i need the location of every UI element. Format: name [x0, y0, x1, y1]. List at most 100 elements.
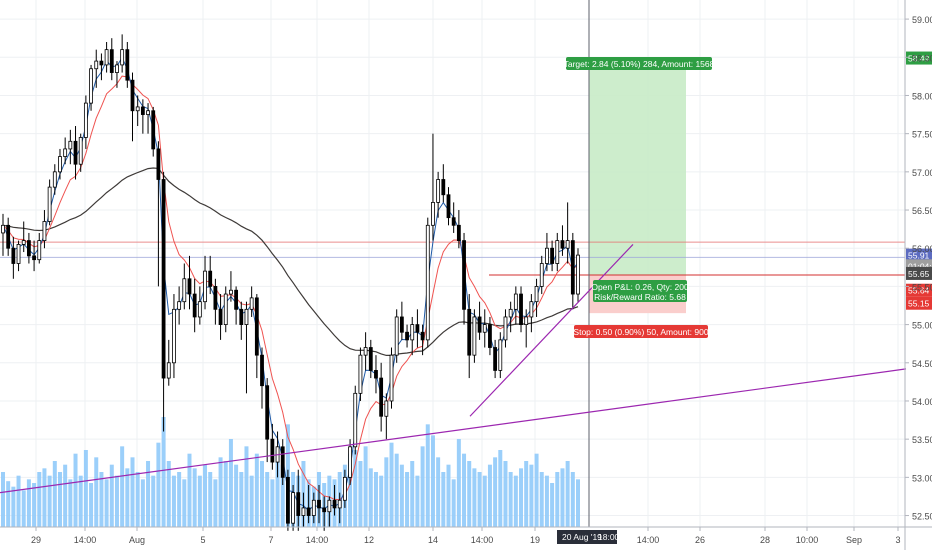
open-pnl-label-text: Open P&L: 0.26, Qty: 200: [591, 282, 689, 292]
candles: [1, 34, 580, 531]
x-tick-label: 28: [760, 535, 770, 545]
volume-bar: [187, 453, 192, 527]
candle-body: [104, 49, 109, 66]
volume-bar: [203, 464, 208, 527]
candle-body: [68, 140, 73, 150]
candle-body: [462, 240, 466, 310]
long-purple-trendline[interactable]: [0, 368, 907, 494]
cursor-time-label: 18:00: [598, 532, 620, 542]
volume-bar: [389, 442, 394, 527]
candle-body: [21, 240, 26, 245]
volume-bar: [1, 472, 5, 527]
volume-bar: [529, 464, 534, 527]
candle-body: [166, 362, 171, 379]
trendlines[interactable]: [0, 243, 907, 494]
candle-body: [32, 255, 36, 261]
x-tick-label: 29: [31, 535, 41, 545]
candle-body: [472, 316, 477, 356]
candle-body: [156, 148, 161, 180]
candle-body: [311, 499, 316, 516]
candle-body: [451, 217, 456, 226]
y-tick-label: 53.50: [912, 435, 932, 445]
candle-body: [151, 110, 156, 150]
volume-bar: [182, 479, 187, 527]
stop-label-box: [574, 325, 708, 338]
volume-bar: [68, 479, 73, 527]
volume-bar: [135, 472, 140, 527]
candle-body: [327, 499, 332, 513]
volume-bar: [197, 475, 202, 527]
candle-body: [208, 270, 213, 287]
candle-body: [125, 49, 130, 81]
volume-bar: [368, 468, 373, 527]
candle-body: [260, 354, 264, 387]
volume-bar: [441, 472, 446, 527]
candle-body: [254, 297, 259, 356]
target-label-box: [566, 57, 712, 70]
volume-bar: [270, 479, 275, 527]
volume-bar: [42, 468, 47, 527]
volume-bar: [358, 461, 363, 527]
volume-bar: [565, 461, 570, 527]
candle-body: [218, 308, 223, 326]
cursor-date-bg: [557, 530, 617, 544]
stop-label-text: Stop: 0.50 (0.90%) 50, Amount: 900: [573, 327, 708, 337]
volume-bar: [140, 479, 145, 527]
x-tick-label: 14: [428, 535, 438, 545]
candle-body: [223, 293, 228, 326]
volume-bar: [161, 417, 166, 527]
open-pnl-label-box: [593, 280, 687, 302]
candle-body: [42, 221, 47, 241]
volume-bar: [244, 446, 249, 527]
volume-bar: [151, 475, 156, 527]
x-tick-label: 7: [268, 535, 273, 545]
volume-bar: [104, 479, 109, 527]
candle-body: [291, 492, 295, 524]
candle-body: [197, 301, 202, 318]
y-tick-label: 58.00: [912, 91, 932, 101]
candle-body: [229, 289, 233, 295]
candle-body: [498, 339, 503, 371]
x-tick-label: 12: [364, 535, 374, 545]
candle-body: [503, 316, 508, 341]
candle-body: [374, 370, 378, 379]
x-tick-label: 14:00: [471, 535, 494, 545]
volume-bar: [99, 472, 104, 527]
candle-body: [555, 240, 560, 264]
candle-body: [130, 79, 135, 112]
candle-body: [52, 171, 57, 188]
candle-body: [508, 308, 513, 318]
volume-bar: [498, 450, 503, 527]
volume-bar: [21, 490, 26, 527]
position-labels: Target: 2.84 (5.10%) 284, Amount: 1568 Op…: [557, 51, 932, 544]
volume-bar: [456, 439, 461, 527]
x-tick-label: Aug: [129, 535, 145, 545]
short-purple-trendline[interactable]: [469, 243, 634, 417]
y-tick-label: 53.00: [912, 473, 932, 483]
candle-body: [550, 247, 554, 264]
volume-bar: [32, 483, 37, 527]
candle-body: [576, 254, 580, 295]
volume-bar: [171, 475, 176, 527]
x-tick-label: 14:00: [306, 535, 329, 545]
x-tick-label: 10:00: [796, 535, 819, 545]
volume-bars: [1, 417, 580, 527]
candle-body: [270, 438, 275, 463]
y-tick-label: 57.00: [912, 168, 932, 178]
volume-bar: [192, 468, 197, 527]
candle-body: [115, 64, 119, 73]
candle-body: [342, 476, 347, 501]
volume-bar: [467, 461, 472, 527]
volume-bar: [560, 468, 565, 527]
volume-bar: [555, 472, 560, 527]
candle-body: [192, 293, 197, 318]
volume-bar: [384, 457, 389, 527]
y-tick-label: 54.50: [912, 359, 932, 369]
candle-body: [524, 316, 529, 326]
stop-top-tag: 55.64: [908, 286, 930, 296]
volume-bar: [539, 472, 544, 527]
volume-bar: [218, 457, 223, 527]
candle-body: [16, 244, 21, 264]
x-tick-label: 14:00: [74, 535, 97, 545]
